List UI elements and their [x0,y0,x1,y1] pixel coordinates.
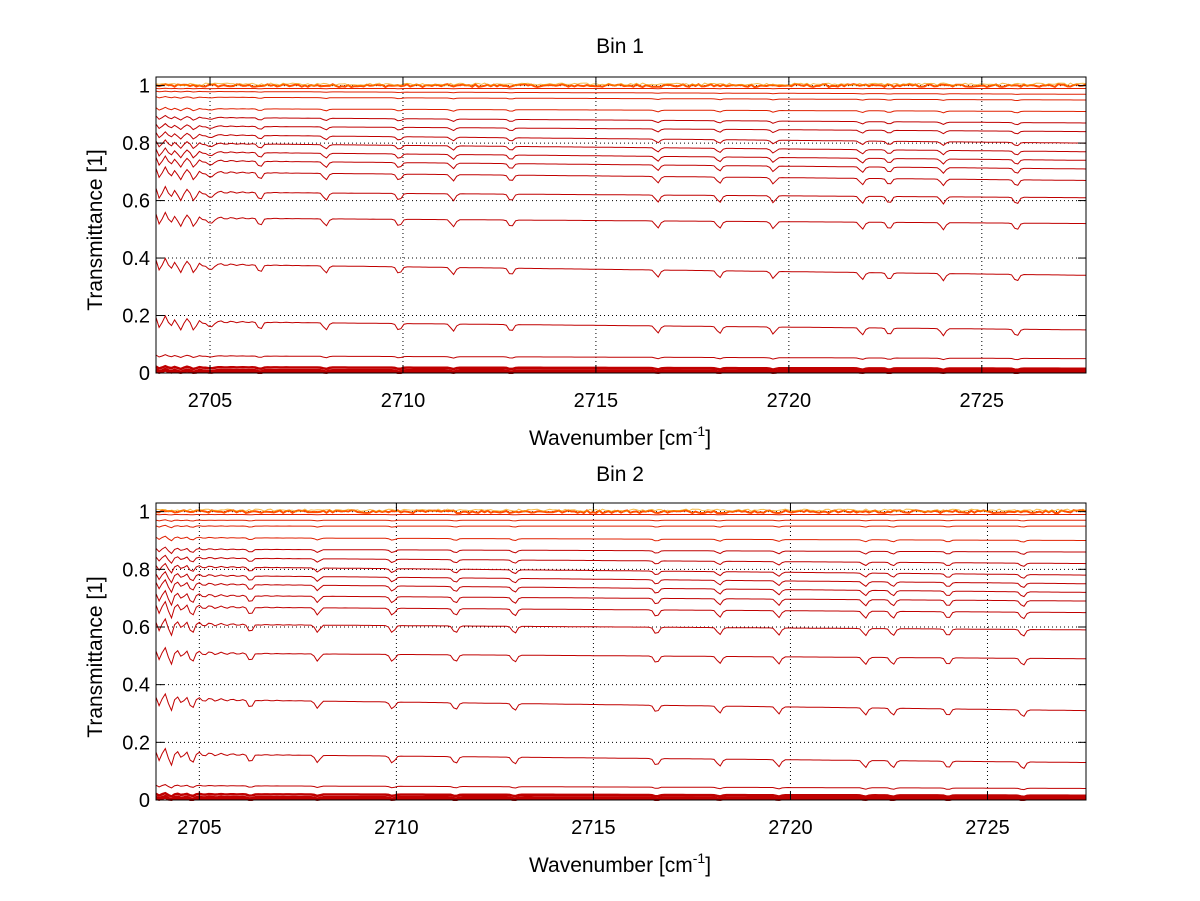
series-line [155,578,1086,598]
series-line [155,257,1086,282]
x-axis-label: Wavenumber [cm-1] [529,423,711,450]
x-tick-label: 2705 [188,390,233,412]
series-line [155,524,1086,529]
series-line [155,791,1086,799]
x-axis-label-superscript: -1 [693,423,706,439]
y-tick-label: 0 [139,790,150,812]
y-tick-label: 0.2 [122,306,150,328]
plot-area: 2705 2710 2715 2720 2725 0 0.2 0.4 0.6 0.8 1 [122,76,1087,412]
x-axis-label-end: ] [705,854,711,877]
x-tick-label: 2705 [177,817,222,839]
x-tick-label: 2715 [571,817,616,839]
series-line [155,106,1086,114]
series-line [155,122,1086,135]
series-line [155,367,1086,374]
series-line [155,747,1086,770]
x-tick-label: 2715 [574,390,619,412]
series-line [155,211,1087,231]
plot-area: 2705 2710 2715 2720 2725 0 0.2 0.4 0.6 0.8 1 [122,502,1087,839]
x-tick-label: 2710 [374,817,419,839]
y-tick-label: 0.4 [122,675,150,697]
x-axis-label: Wavenumber [cm-1] [529,850,711,877]
ticks: 2705 2710 2715 2720 2725 0 0.2 0.4 0.6 0.8 1 [122,502,1086,839]
series-line [155,314,1086,337]
series-line [155,139,1086,156]
series-line [155,354,1086,361]
series-line [155,562,1086,579]
series-line [155,554,1087,567]
series-line [155,570,1086,588]
series-group [155,508,1087,802]
series-line [155,600,1086,620]
y-tick-label: 0.2 [122,732,150,754]
series-line [155,147,1086,165]
series-line [155,546,1086,555]
series-line [155,535,1086,543]
x-tick-label: 2725 [960,390,1005,412]
series-line [155,646,1086,666]
series-line [155,509,1087,515]
chart-panel-bin-1: Bin 1 2705 2710 2715 2720 2725 0 0.2 0.4 0.6 0.8 1… [84,35,1087,450]
series-line [155,131,1086,147]
series-line [155,519,1086,522]
y-tick-label: 0 [139,363,150,385]
x-axis-label-superscript: -1 [693,850,706,866]
y-tick-label: 1 [139,76,150,98]
x-tick-label: 2720 [767,390,812,412]
y-tick-label: 1 [139,502,150,524]
axes-box [155,76,1087,374]
y-tick-label: 0.8 [122,133,150,155]
series-line [155,784,1086,791]
x-axis-label-end: ] [705,427,711,450]
series-line [155,513,1086,516]
series-line [155,155,1087,174]
x-tick-label: 2720 [768,817,813,839]
chart-panel-bin-2: Bin 2 2705 2710 2715 2720 2725 0 0.2 0.4 0.6 0.8 1… [84,463,1087,877]
series-line [155,185,1086,205]
series-line [155,364,1086,372]
series-line [155,508,1087,512]
series-line [155,617,1086,637]
series-line [155,114,1086,126]
series-line [155,165,1087,187]
series-line [155,82,1087,86]
y-tick-label: 0.6 [122,617,150,639]
ticks: 2705 2710 2715 2720 2725 0 0.2 0.4 0.6 0.8 1 [122,76,1086,412]
series-line [155,90,1086,95]
y-axis-label: Transmittance [1] [84,149,107,310]
x-tick-label: 2725 [965,817,1010,839]
chart-title: Bin 1 [596,35,644,58]
series-line [155,692,1086,717]
x-axis-label-main: Wavenumber [cm [529,427,693,450]
series-line [155,589,1086,607]
series-line [155,95,1086,102]
x-axis-label-main: Wavenumber [cm [529,854,693,877]
axes-box [155,502,1087,801]
y-axis-label: Transmittance [1] [84,576,107,737]
x-tick-label: 2710 [381,390,426,412]
series-group [155,82,1087,375]
series-line [155,794,1086,801]
y-tick-label: 0.6 [122,191,150,213]
y-tick-label: 0.4 [122,248,150,270]
chart-title: Bin 2 [596,463,644,486]
y-tick-label: 0.8 [122,559,150,581]
